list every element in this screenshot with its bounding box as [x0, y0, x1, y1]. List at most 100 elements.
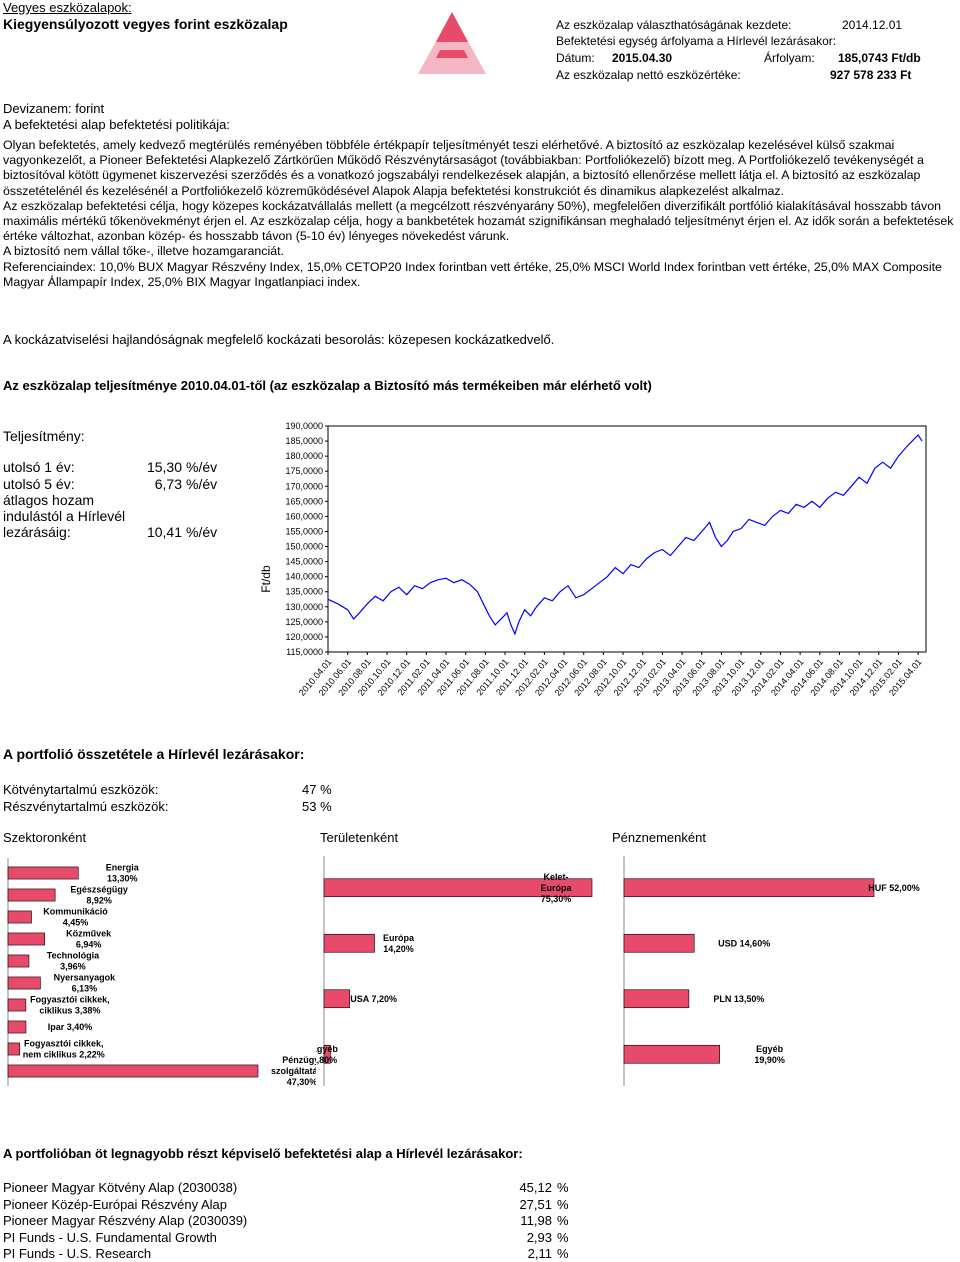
bar-label-line: Technológia [47, 951, 100, 961]
portfolio-title: A portfolió összetétele a Hírlevél lezár… [3, 746, 305, 762]
y-tick-label: 115,0000 [286, 647, 323, 657]
bar-label-line: Európa [540, 883, 572, 893]
top5-row: Pioneer Közép-Európai Részvény Alap 27,51… [0, 1197, 960, 1213]
top5-fund-unit: % [557, 1246, 569, 1261]
bar-label: Fogyasztói cikkek, ciklikus 3,38% [30, 995, 110, 1016]
policy-paragraph: A biztosító nem vállal tőke-, illetve ho… [3, 244, 284, 259]
y-tick-label: 160,0000 [285, 511, 323, 521]
bar-label: Fogyasztói cikkek, nem ciklikus 2,22% [23, 1039, 105, 1060]
bond-label: Kötvénytartalmú eszközök: [3, 782, 159, 797]
top5-fund-share: 2,11 [527, 1246, 552, 1261]
sector-bar-chart: Energia 13,30%Egészségügy 8,92%Kommunikáci… [7, 858, 316, 1087]
top5-fund-share: 27,51 [519, 1196, 552, 1212]
y-tick-label: 125,0000 [285, 617, 323, 627]
top5-row: PI Funds - U.S. Fundamental Growth 2,93% [0, 1230, 960, 1246]
bar [7, 976, 41, 990]
bar-label-line: 8,92% [86, 896, 112, 906]
start-label: Az eszközalap választhatóságának kezdete… [556, 18, 792, 32]
bar-label-line: 3,96% [60, 962, 86, 972]
bar [323, 989, 350, 1009]
bar-label: Egyéb 19,90% [754, 1044, 785, 1065]
bar-label-line: Egyéb [316, 1044, 338, 1054]
nav-value: 927 578 233 Ft [830, 68, 912, 82]
bar-label-line: 6,94% [76, 940, 102, 950]
bar [623, 878, 875, 898]
bar [7, 1020, 27, 1034]
bar [323, 933, 375, 953]
policy-paragraph: Referenciaindex: 10,0% BUX Magyar Részvé… [3, 259, 942, 289]
bar-label-line: HUF 52,00% [868, 883, 920, 893]
bar-label-line: PLN 13,50% [713, 994, 764, 1004]
bar [7, 866, 79, 880]
top5-fund-name: Pioneer Magyar Kötvény Alap (2030038) [3, 1180, 238, 1195]
currency-label: Devizanem: forint [3, 101, 105, 116]
bar-label-line: Kelet- [543, 872, 568, 882]
start-date: 2014.12.01 [842, 18, 903, 32]
top5-fund-share: 11,98 [520, 1213, 552, 1228]
bar-label: HUF 52,00% [868, 883, 920, 893]
bar-label: Közművek 6,94% [66, 929, 112, 950]
bar-label-line: ciklikus 3,38% [39, 1006, 100, 1016]
top5-row: PI Funds - U.S. Research 2,11% [0, 1246, 960, 1262]
category-label: Vegyes eszközalapok: [3, 0, 132, 15]
y-tick-label: 165,0000 [285, 496, 323, 506]
y-tick-label: 170,0000 [285, 481, 323, 491]
bar-label-line: USD 14,60% [718, 938, 770, 948]
bar [323, 878, 593, 898]
perf-5y-label: utolsó 5 év: [3, 476, 75, 492]
policy-label: A befektetési alap befektetési politikáj… [3, 117, 230, 132]
perf-5y-value: 6,73 [154, 476, 182, 492]
price-series-line [327, 434, 923, 636]
y-tick-label: 180,0000 [285, 451, 323, 461]
y-tick-label: 185,0000 [285, 436, 323, 446]
date-value: 2015.04.30 [612, 51, 673, 65]
perf-1y-unit: %/év [186, 459, 218, 475]
bar-label: Európa 14,20% [383, 933, 415, 954]
bar-label-line: 75,30% [541, 894, 572, 904]
currency-bar-chart: HUF 52,00% USD 14,60% PLN 13,50% Egyéb 19,90… [623, 856, 920, 1086]
bar-label-line: nem ciklikus 2,22% [23, 1050, 105, 1060]
perf-1y-label: utolsó 1 év: [3, 459, 75, 475]
y-tick-label: 190,0000 [285, 421, 323, 431]
region-title: Területenként [320, 830, 399, 845]
perf-avg-label-3: lezárásáig: [3, 524, 71, 540]
fund-name: Kiegyensúlyozott vegyes forint eszközala… [3, 16, 288, 32]
sector-title: Szektoronként [3, 830, 87, 845]
currency-title: Pénznemenként [612, 830, 706, 845]
bar [623, 933, 695, 953]
y-tick-label: 145,0000 [285, 557, 323, 567]
bar [623, 1044, 720, 1064]
bar-label: Technológia 3,96% [47, 951, 100, 972]
plot-area [327, 425, 927, 653]
risk-text: A kockázatviselési hajlandóságnak megfel… [3, 332, 555, 347]
y-tick-label: 130,0000 [285, 602, 323, 612]
bar-label: Egészségügy 8,92% [70, 885, 128, 906]
bar-label-line: 14,20% [383, 944, 414, 954]
bar-label-line: 13,30% [107, 874, 138, 884]
bar-label-line: Kommunikáció [43, 907, 108, 917]
policy-text: Olyan befektetés, amely kedvező megtérül… [3, 138, 955, 290]
top5-fund-share: 45,12 [519, 1180, 552, 1195]
pyramid-logo [418, 12, 486, 74]
perf-5y-unit: %/év [186, 476, 218, 492]
top5-fund-share: 2,93 [526, 1229, 552, 1245]
top5-fund-name: Pioneer Magyar Részvény Alap (2030039) [3, 1213, 248, 1228]
bar [7, 910, 32, 924]
top5-row: Pioneer Magyar Részvény Alap (2030039) 11… [0, 1213, 960, 1229]
y-tick-label: 175,0000 [285, 466, 323, 476]
top5-row: Pioneer Magyar Kötvény Alap (2030038) 45,… [0, 1180, 960, 1196]
y-tick-label: 135,0000 [285, 587, 323, 597]
nav-label: Az eszközalap nettó eszközértéke: [556, 68, 741, 82]
bar-label-line: Fogyasztói cikkek, [30, 995, 110, 1005]
bar-label: PLN 13,50% [713, 994, 764, 1004]
price-value: 185,0743 Ft/db [838, 51, 921, 65]
bar-label-line: 4,45% [63, 918, 89, 928]
bar [7, 888, 56, 902]
bar [7, 1064, 259, 1078]
bar-label-line: 6,13% [72, 984, 98, 994]
bar-label-line: szolgáltatások [271, 1066, 316, 1076]
equity-value: 53 % [302, 799, 332, 814]
bar-label-line: Egyéb [756, 1044, 784, 1054]
top5-fund-name: Pioneer Közép-Európai Részvény Alap [3, 1196, 228, 1212]
y-tick-label: 140,0000 [285, 572, 323, 582]
